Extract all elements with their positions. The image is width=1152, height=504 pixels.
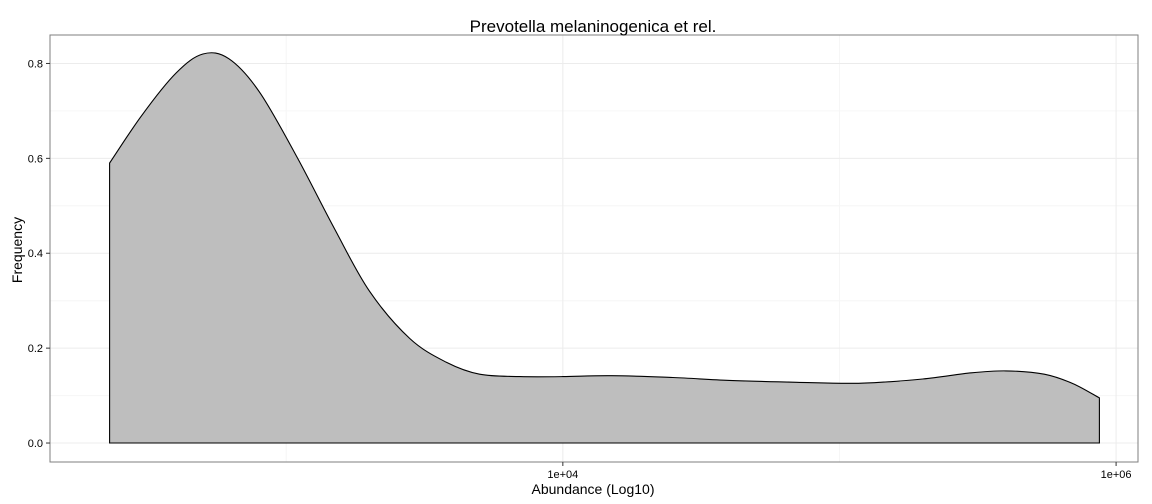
y-axis-title: Frequency <box>9 217 25 283</box>
density-area <box>109 52 1100 444</box>
x-tick-label: 1e+06 <box>1101 469 1132 481</box>
y-tick-label: 0.6 <box>28 153 43 165</box>
panel-border <box>49 34 1139 463</box>
y-tick-label: 0.8 <box>28 58 43 70</box>
chart-title: Prevotella melaninogenica et rel. <box>470 17 717 36</box>
y-tick-label: 0.0 <box>28 438 43 450</box>
x-axis: 1e+04 1e+06 <box>547 462 1132 481</box>
x-tick-label: 1e+04 <box>547 469 578 481</box>
x-axis-title: Abundance (Log10) <box>532 481 655 497</box>
y-axis: 0.0 0.2 0.4 0.6 0.8 <box>28 58 50 450</box>
y-tick-label: 0.4 <box>28 248 43 260</box>
y-tick-label: 0.2 <box>28 343 43 355</box>
